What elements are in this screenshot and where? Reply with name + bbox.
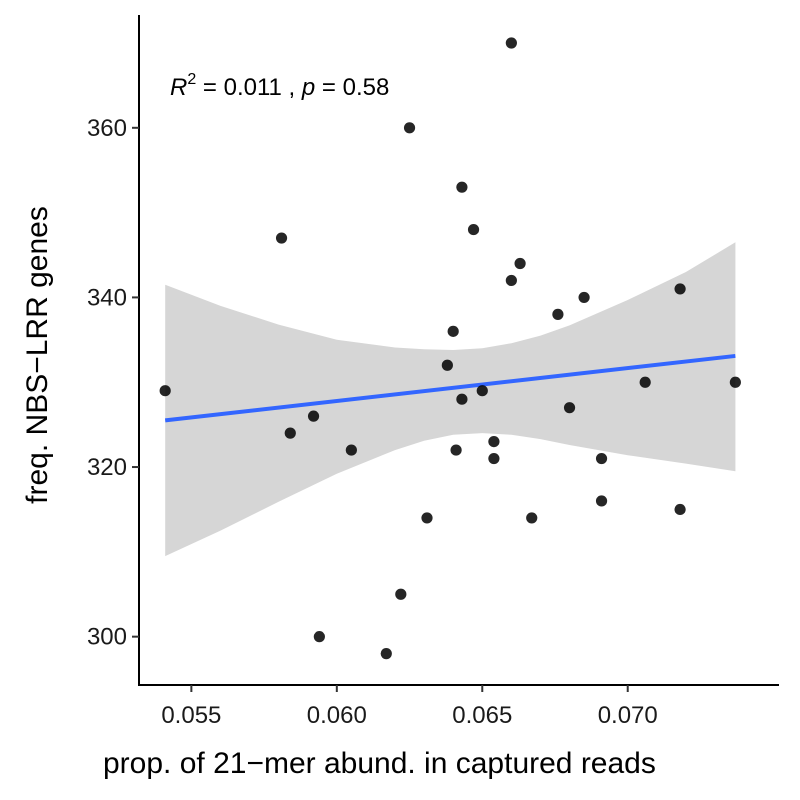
- regression-line: [164, 353, 736, 423]
- y-tick-label: 340: [87, 284, 127, 311]
- data-point: [307, 410, 320, 422]
- data-point: [674, 283, 686, 295]
- data-point: [456, 181, 468, 193]
- data-point: [488, 452, 500, 465]
- x-tick-label: 0.060: [307, 702, 367, 729]
- data-point: [450, 444, 462, 456]
- data-point: [380, 648, 392, 660]
- data-point: [578, 291, 590, 304]
- r-symbol: R: [170, 74, 187, 101]
- x-tick-label: 0.055: [161, 702, 221, 729]
- data-point: [505, 274, 517, 287]
- data-point: [526, 512, 538, 524]
- data-point: [395, 588, 407, 600]
- confidence-band: [165, 242, 736, 557]
- data-point: [563, 402, 576, 414]
- data-point: [552, 308, 564, 320]
- data-point: [447, 325, 459, 337]
- points-layer: [159, 37, 741, 660]
- axes-layer: 300 320 340 360 0.055 0.060 0.065 0.070: [87, 15, 779, 729]
- data-point: [595, 452, 608, 465]
- p-value: = 0.58: [315, 74, 389, 101]
- data-point: [441, 359, 453, 371]
- data-point: [275, 232, 288, 244]
- stat-annotation: R2 = 0.011 , p = 0.58: [170, 71, 389, 101]
- y-tick-label: 320: [87, 454, 127, 481]
- x-axis-title: prop. of 21−mer abund. in captured reads: [103, 747, 656, 780]
- data-point: [476, 385, 488, 397]
- confidence-band-layer: [165, 242, 736, 557]
- data-point: [595, 495, 608, 507]
- x-tick-label: 0.065: [452, 702, 512, 729]
- data-point: [729, 376, 741, 388]
- data-point: [421, 512, 433, 524]
- x-tick-label: 0.070: [598, 702, 658, 729]
- p-symbol: p: [301, 74, 315, 101]
- y-tick-label: 360: [87, 115, 127, 142]
- fit-line-layer: [164, 353, 736, 423]
- y-axis-title: freq. NBS−LRR genes: [21, 206, 54, 504]
- data-point: [456, 393, 468, 405]
- r-value: = 0.011 ,: [196, 74, 302, 101]
- data-point: [313, 631, 325, 643]
- data-point: [345, 444, 357, 456]
- data-point: [514, 257, 526, 270]
- data-point: [284, 427, 296, 439]
- data-point: [674, 503, 686, 516]
- y-tick-label: 300: [87, 624, 127, 651]
- data-point: [467, 223, 480, 236]
- r-exponent: 2: [187, 71, 196, 88]
- data-point: [639, 376, 651, 388]
- data-point: [159, 385, 171, 397]
- data-point: [403, 122, 416, 134]
- data-point: [488, 435, 500, 448]
- data-point: [505, 37, 517, 49]
